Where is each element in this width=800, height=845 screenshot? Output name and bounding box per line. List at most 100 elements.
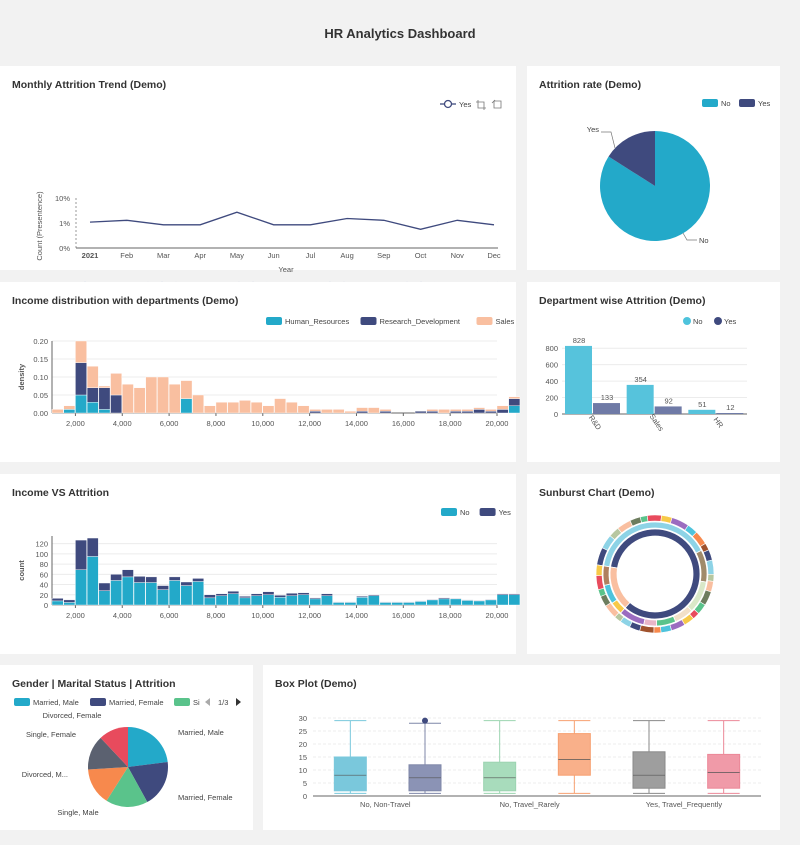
sunburst-outer-segment[interactable] [639,515,649,524]
bar-yes[interactable] [461,599,474,601]
bar-no[interactable] [133,582,146,606]
bar-no[interactable] [309,598,322,606]
bar-no[interactable] [379,602,392,606]
legend-no-label[interactable]: No [693,317,703,326]
bar-sales[interactable] [51,409,64,414]
bar-no[interactable] [239,597,251,606]
bar-no[interactable] [321,595,333,606]
bar-research-development[interactable] [508,398,521,406]
sunburst-outer-segment[interactable] [706,559,715,575]
legend-next-icon[interactable] [236,698,241,706]
bar-no[interactable] [157,589,169,606]
bar-yes[interactable] [438,597,450,600]
bar-sales[interactable] [344,410,357,414]
sunburst-outer-segment[interactable] [707,573,715,582]
bar-human-resources[interactable] [86,401,99,414]
bar-yes[interactable] [51,598,64,602]
bar-research-development[interactable] [461,410,474,414]
bar-sales[interactable] [168,383,181,414]
bar-no[interactable] [449,598,462,606]
legend-no-label[interactable]: No [721,99,731,108]
bar-yes[interactable] [414,600,427,602]
bar-research-development[interactable] [496,409,509,414]
bar-no[interactable] [274,597,286,606]
bar-no[interactable] [403,602,415,606]
bar-no[interactable] [344,602,357,606]
bar-yes[interactable] [98,582,111,591]
bar-yes[interactable] [391,601,404,603]
bar-yes[interactable] [321,593,333,596]
legend-married-male-label[interactable]: Married, Male [33,698,79,707]
pie-slice-yes[interactable] [608,131,655,186]
bar-no[interactable] [496,594,509,606]
bar-sales[interactable] [239,400,251,414]
bar-yes[interactable] [274,595,286,598]
sunburst-outer-segment[interactable] [639,624,655,634]
bar-no[interactable] [461,600,474,606]
bar-yes[interactable] [716,413,744,414]
reset-zoom-icon[interactable] [491,99,502,109]
bar-yes[interactable] [379,601,392,603]
bar-sales[interactable] [321,409,333,414]
bar-human-resources[interactable] [508,405,521,414]
bar-no[interactable] [688,409,716,414]
bar-no[interactable] [262,594,275,606]
pie-slice-divorced-female[interactable] [100,727,128,767]
legend-research-development-label[interactable]: Research_Development [380,317,461,326]
bar-research-development[interactable] [75,362,87,396]
bar-research-development[interactable] [356,410,368,414]
bar-no[interactable] [414,601,427,606]
bar-no[interactable] [473,600,485,606]
bar-yes[interactable] [593,403,620,414]
bar-sales[interactable] [508,396,521,399]
bar-sales[interactable] [274,398,286,414]
bar-research-development[interactable] [86,387,99,403]
bar-sales[interactable] [485,409,497,412]
sunburst-middle-segment[interactable] [643,618,658,627]
bar-research-development[interactable] [98,387,111,410]
bar-yes[interactable] [473,600,485,602]
legend-no-label[interactable]: No [460,508,470,517]
legend-human-resources-label[interactable]: Human_Resources [285,317,349,326]
bar-sales[interactable] [86,365,99,388]
bar-yes[interactable] [122,569,134,578]
bar-yes[interactable] [654,406,682,414]
legend-yes-label[interactable]: Yes [459,100,471,109]
bar-yes[interactable] [63,599,76,603]
bar-sales[interactable] [145,376,158,414]
legend-married-female-label[interactable]: Married, Female [109,698,164,707]
pie-slice-married-male[interactable] [128,727,168,767]
bar-sales[interactable] [438,409,450,414]
bar-sales[interactable] [227,401,240,414]
bar-yes[interactable] [192,578,204,582]
bar-research-development[interactable] [473,409,485,414]
bar-no[interactable] [297,594,310,606]
bar-research-development[interactable] [379,410,392,414]
bar-no[interactable] [86,556,99,606]
sunburst-outer-segment[interactable] [653,626,662,634]
bar-human-resources[interactable] [63,409,76,414]
bar-yes[interactable] [309,597,322,600]
bar-research-development[interactable] [485,410,497,414]
legend-sales-label[interactable]: Sales [496,317,515,326]
box-iqr[interactable] [557,733,591,776]
bar-no[interactable] [508,594,521,606]
bar-yes[interactable] [180,581,193,586]
bar-no[interactable] [122,576,134,606]
bar-no[interactable] [204,597,216,606]
bar-no[interactable] [391,602,404,606]
bar-sales[interactable] [192,394,204,414]
bar-yes[interactable] [227,590,240,594]
bar-no[interactable] [180,585,193,606]
bar-no[interactable] [286,595,298,606]
pie-slice-single-female[interactable] [88,737,128,770]
bar-human-resources[interactable] [180,398,193,414]
bar-yes[interactable] [332,601,345,603]
bar-yes[interactable] [297,592,310,595]
sunburst-outer-segment[interactable] [646,514,662,522]
bar-research-development[interactable] [414,410,427,414]
bar-no[interactable] [485,599,497,606]
bar-sales[interactable] [473,407,485,410]
bar-no[interactable] [332,602,345,606]
bar-sales[interactable] [309,409,322,412]
